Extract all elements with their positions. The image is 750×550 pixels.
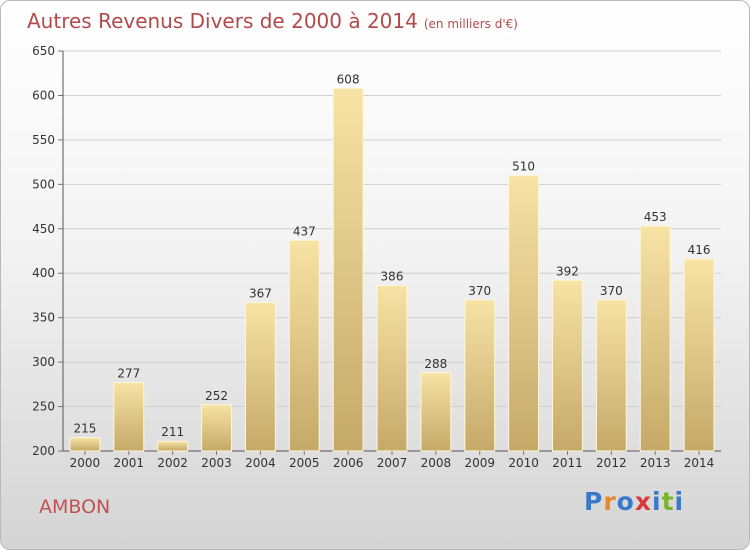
logo-letter: i — [652, 487, 662, 516]
x-tick-label-2006: 2006 — [333, 456, 364, 470]
data-label-2012: 370 — [600, 284, 623, 298]
bar-2013 — [639, 225, 671, 452]
bar-2000 — [69, 437, 101, 452]
bar-2001 — [113, 382, 145, 452]
x-tick-label-2003: 2003 — [201, 456, 232, 470]
title-main: Autres Revenus Divers de 2000 à 2014 — [27, 9, 418, 33]
x-tick-label-2012: 2012 — [596, 456, 627, 470]
proxiti-logo: Proxiti — [584, 487, 684, 516]
title-unit: (en milliers d'€) — [423, 17, 518, 31]
x-tick-label-2014: 2014 — [684, 456, 715, 470]
y-tick-label: 250 — [32, 400, 55, 414]
bar-2002 — [157, 440, 189, 452]
x-tick-label-2002: 2002 — [157, 456, 188, 470]
bar-2003 — [201, 404, 232, 452]
y-tick-label: 450 — [32, 222, 55, 236]
data-label-2003: 252 — [205, 389, 228, 403]
x-tick-label-2007: 2007 — [377, 456, 408, 470]
y-tick-label: 400 — [32, 266, 55, 280]
x-tick-label-2004: 2004 — [245, 456, 276, 470]
data-label-2014: 416 — [688, 243, 711, 257]
data-label-2010: 510 — [512, 159, 535, 173]
data-label-2001: 277 — [117, 367, 140, 381]
y-tick-label: 200 — [32, 444, 55, 458]
logo-letter: i — [674, 487, 685, 516]
y-tick-label: 500 — [32, 177, 55, 191]
bar-2010 — [508, 174, 540, 452]
bar-2009 — [464, 299, 496, 452]
commune-name: AMBON — [39, 496, 111, 518]
data-label-2008: 288 — [424, 357, 447, 371]
data-label-2013: 453 — [644, 210, 667, 224]
data-label-2002: 211 — [161, 425, 184, 439]
logo-letter: P — [584, 487, 604, 516]
bar-2011 — [552, 279, 583, 452]
y-tick-label: 550 — [32, 133, 55, 147]
bar-2005 — [288, 239, 320, 452]
logo-letter: o — [616, 487, 635, 516]
data-label-2009: 370 — [468, 284, 491, 298]
logo-letter: r — [603, 487, 617, 516]
bar-2006 — [332, 87, 364, 452]
y-tick-label: 600 — [32, 88, 55, 102]
x-tick-label-2013: 2013 — [640, 456, 671, 470]
data-label-2000: 215 — [73, 422, 96, 436]
data-label-2005: 437 — [293, 224, 316, 238]
y-tick-label: 300 — [32, 355, 55, 369]
y-tick-label: 350 — [32, 311, 55, 325]
bar-2014 — [683, 258, 715, 452]
x-tick-label-2010: 2010 — [508, 456, 539, 470]
x-tick-label-2011: 2011 — [552, 456, 583, 470]
bar-2004 — [244, 302, 276, 452]
data-label-2006: 608 — [337, 72, 360, 86]
y-tick-label: 650 — [32, 44, 55, 58]
bar-2008 — [420, 372, 452, 452]
x-tick-label-2001: 2001 — [114, 456, 145, 470]
x-tick-label-2009: 2009 — [464, 456, 495, 470]
data-label-2004: 367 — [249, 287, 272, 301]
x-tick-label-2008: 2008 — [421, 456, 452, 470]
bar-2007 — [376, 285, 408, 452]
data-label-2007: 386 — [381, 270, 404, 284]
bar-2012 — [595, 299, 627, 452]
x-tick-label-2005: 2005 — [289, 456, 320, 470]
chart-title: Autres Revenus Divers de 2000 à 2014 (en … — [27, 9, 518, 33]
data-label-2011: 392 — [556, 264, 579, 278]
x-tick-label-2000: 2000 — [70, 456, 101, 470]
logo-letter: t — [661, 487, 675, 516]
logo-letter: x — [634, 487, 652, 516]
